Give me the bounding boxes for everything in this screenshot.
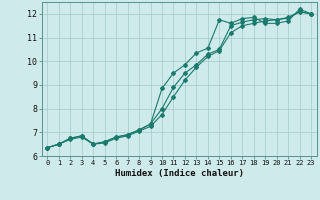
X-axis label: Humidex (Indice chaleur): Humidex (Indice chaleur) bbox=[115, 169, 244, 178]
